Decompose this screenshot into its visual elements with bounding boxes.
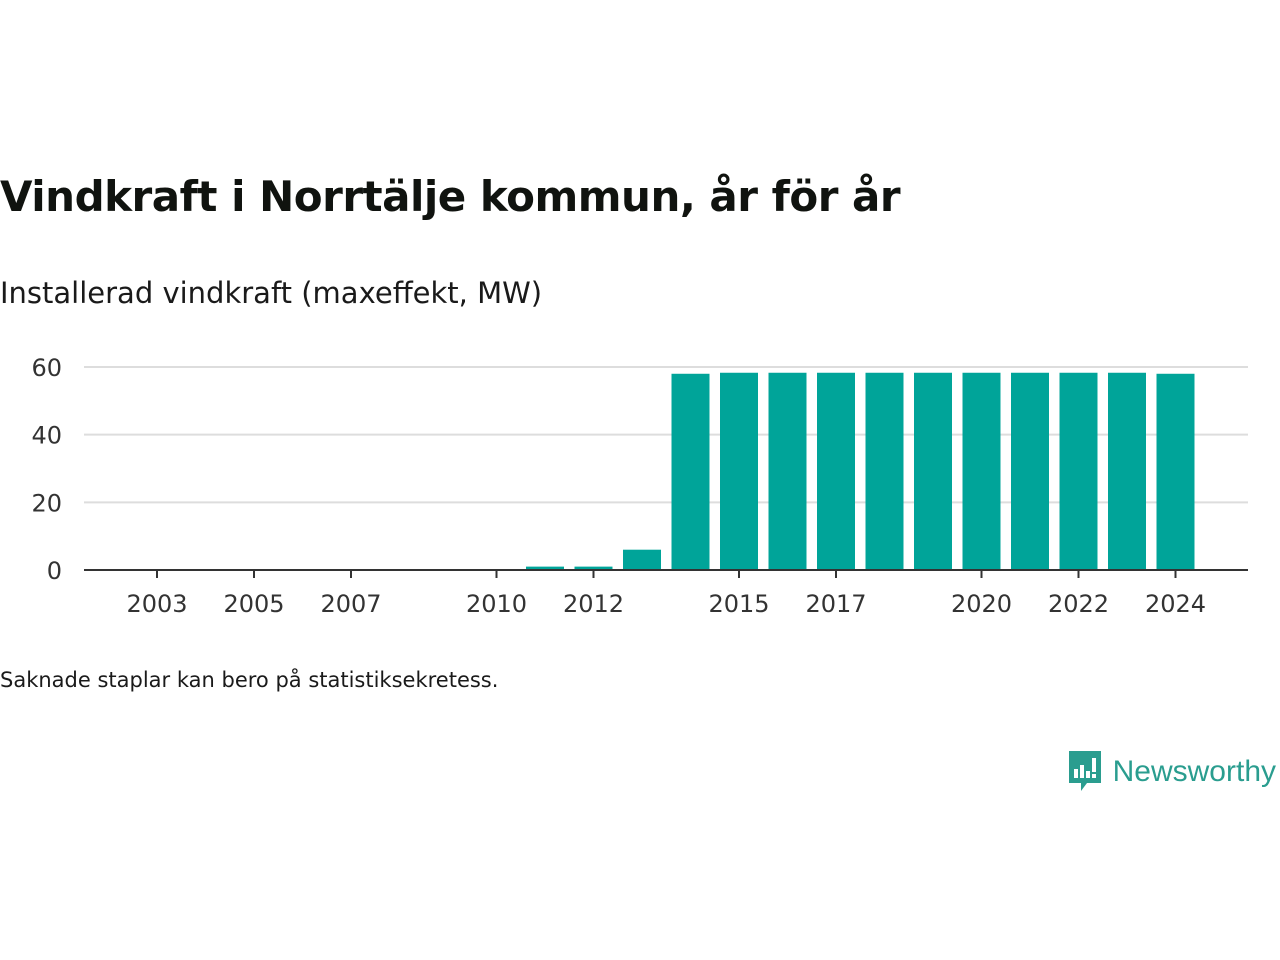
bar-2011 <box>526 566 564 570</box>
bar-2013 <box>623 549 661 570</box>
x-tick-label: 2022 <box>1048 590 1109 618</box>
bar-2017 <box>817 372 855 570</box>
bar-2015 <box>720 372 758 570</box>
bar-2020 <box>962 372 1001 570</box>
footnote: Saknade staplar kan bero på statistiksek… <box>0 668 499 692</box>
y-tick-label: 60 <box>31 354 62 382</box>
brand-name: Newsworthy <box>1112 755 1276 788</box>
x-tick-label: 2024 <box>1145 590 1206 618</box>
x-tick-label: 2017 <box>805 590 866 618</box>
bar-2021 <box>1011 372 1049 570</box>
bar-2024 <box>1156 373 1195 570</box>
y-tick-label: 40 <box>31 422 62 450</box>
x-tick-label: 2007 <box>320 590 381 618</box>
newsworthy-logo-icon <box>1068 751 1101 791</box>
bars <box>526 372 1195 570</box>
y-tick-label: 0 <box>47 557 62 585</box>
x-tick-label: 2020 <box>951 590 1012 618</box>
bar-2012 <box>574 566 613 570</box>
bar-2022 <box>1059 372 1098 570</box>
bar-chart: 0 20 40 60 2003 2005 2007 2010 2012 2015 2017 2020… <box>31 354 1248 618</box>
chart-title: Vindkraft i Norrtälje kommun, år för år <box>0 172 901 221</box>
bar-2014 <box>671 373 710 570</box>
x-tick-label: 2005 <box>223 590 284 618</box>
x-tick-label: 2010 <box>466 590 527 618</box>
gridlines <box>84 366 1248 504</box>
brand: Newsworthy <box>1067 748 1276 796</box>
x-tick-label: 2003 <box>126 590 187 618</box>
x-tick-label: 2012 <box>563 590 624 618</box>
bar-2018 <box>865 372 904 570</box>
bar-2016 <box>768 372 807 570</box>
x-tick-label: 2015 <box>708 590 769 618</box>
chart-subtitle: Installerad vindkraft (maxeffekt, MW) <box>0 276 543 310</box>
bar-2019 <box>914 372 952 570</box>
y-axis-ticks: 0 20 40 60 <box>31 354 62 585</box>
y-tick-label: 20 <box>31 489 62 517</box>
x-axis-ticks: 2003 2005 2007 2010 2012 2015 2017 2020 2022 2024 <box>126 570 1206 618</box>
bar-2023 <box>1108 372 1146 570</box>
